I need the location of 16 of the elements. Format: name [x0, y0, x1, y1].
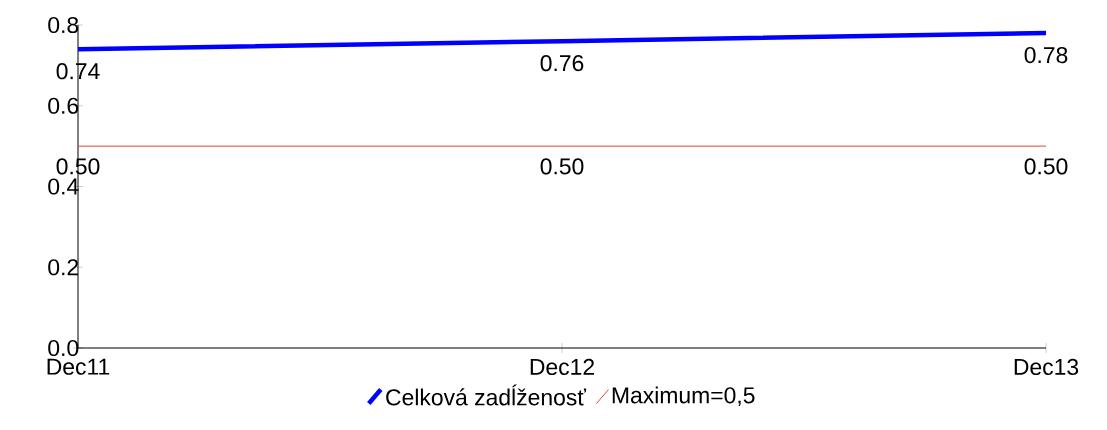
- x-tick-label: Dec13: [1014, 358, 1079, 376]
- y-tick-label: 0.2: [48, 259, 79, 276]
- y-tick-label: 0.0: [48, 339, 79, 357]
- legend-label: Maximum=0,5: [612, 386, 755, 407]
- x-tick-label: Dec11: [47, 358, 110, 375]
- data-label: 0.50: [1024, 158, 1068, 175]
- data-label: 0.50: [540, 158, 584, 175]
- y-tick-label: 0.6: [48, 97, 79, 114]
- data-label: 0.74: [56, 63, 100, 80]
- data-label: 0.76: [540, 55, 584, 72]
- data-label: 0.78: [1024, 46, 1068, 64]
- x-tick-label: Dec12: [530, 358, 594, 376]
- legend-label: Celková zadĺženosť: [386, 384, 587, 406]
- y-tick-label: 0.4: [48, 178, 79, 195]
- data-label: 0.50: [56, 158, 100, 175]
- y-tick-label: 0.8: [48, 16, 79, 34]
